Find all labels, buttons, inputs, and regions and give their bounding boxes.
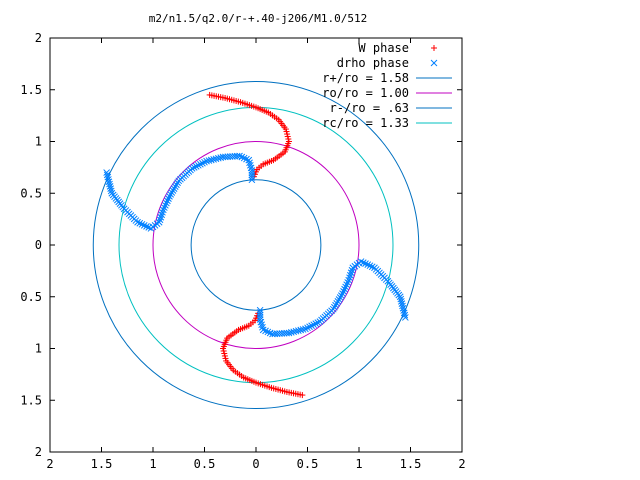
data-point-1-3-3 bbox=[140, 221, 148, 229]
x-tick-label: 0.5 bbox=[297, 457, 319, 471]
data-point-1-7-6 bbox=[173, 181, 180, 189]
data-point-1-6-4 bbox=[164, 197, 171, 205]
data-point-1-25-6 bbox=[304, 324, 311, 332]
data-point-1-22-4 bbox=[341, 285, 348, 293]
y-tick-label: 0.5 bbox=[20, 186, 42, 200]
legend-swatch-1 bbox=[430, 59, 438, 67]
legend-swatch-0 bbox=[431, 45, 437, 51]
data-point-1-23-1 bbox=[338, 292, 345, 299]
x-tick-label: 1.5 bbox=[400, 457, 422, 471]
data-point-1-7 bbox=[166, 193, 173, 200]
data-point-1-9-6 bbox=[201, 158, 208, 166]
data-point-1-22-5 bbox=[340, 288, 347, 295]
data-point-1-19-1 bbox=[368, 263, 376, 271]
data-point-1-9-1 bbox=[190, 164, 198, 171]
data-point-1-6-5 bbox=[165, 195, 172, 202]
y-tick-label: 1 bbox=[35, 342, 42, 356]
data-point-1-31 bbox=[256, 306, 264, 314]
data-point-1-9-5 bbox=[199, 159, 206, 167]
data-points bbox=[103, 91, 409, 399]
data-point-1-25-3 bbox=[310, 321, 318, 329]
data-point-1-19 bbox=[371, 264, 378, 272]
data-point-1-6-2 bbox=[162, 201, 169, 209]
data-point-1-3-1 bbox=[136, 219, 144, 227]
x-tick-label: 1.5 bbox=[91, 457, 113, 471]
x-tick-label: 2 bbox=[458, 457, 465, 471]
data-point-1-7-5 bbox=[171, 183, 179, 191]
data-point-1-22-1 bbox=[344, 279, 352, 286]
y-axis-ticks: 2 1.5 1 0.5 0 0.5 1 1.5 2 bbox=[20, 31, 462, 459]
data-point-1-19-3 bbox=[364, 261, 372, 269]
data-point-1-22-3 bbox=[342, 283, 349, 291]
data-point-1-19-2 bbox=[366, 262, 374, 270]
data-point-1-9-4 bbox=[197, 160, 204, 168]
x-tick-label: 2 bbox=[46, 457, 53, 471]
y-tick-label: 1.5 bbox=[20, 83, 42, 97]
data-point-1-23-5 bbox=[333, 299, 341, 307]
data-point-1-25-2 bbox=[312, 320, 320, 328]
x-axis-ticks: 2 1.5 1 0.5 0 0.5 1 1.5 2 bbox=[46, 38, 466, 471]
data-point-1-25-5 bbox=[306, 323, 313, 331]
data-point-1-22-2 bbox=[343, 281, 350, 289]
y-tick-label: 1 bbox=[35, 135, 42, 149]
y-tick-label: 2 bbox=[35, 31, 42, 45]
data-point-1-6-1 bbox=[160, 204, 168, 211]
radius-circles bbox=[92, 80, 420, 410]
legend-label-4: r-/ro = .63 bbox=[330, 101, 409, 115]
data-point-1-23-4 bbox=[334, 298, 342, 305]
radius-circle-3 bbox=[118, 106, 394, 384]
legend-label-2: r+/ro = 1.58 bbox=[322, 71, 409, 85]
data-point-1-23 bbox=[339, 290, 346, 297]
y-tick-label: 0.5 bbox=[20, 290, 42, 304]
data-point-1-23-6 bbox=[332, 301, 339, 309]
data-point-1-7-1 bbox=[167, 191, 174, 198]
x-tick-label: 0.5 bbox=[194, 457, 216, 471]
legend-label-0: W phase bbox=[358, 41, 409, 55]
x-tick-label: 1 bbox=[149, 457, 156, 471]
data-point-1-30-3 bbox=[256, 309, 264, 316]
data-point-1-14-3 bbox=[248, 174, 256, 181]
x-tick-label: 1 bbox=[355, 457, 362, 471]
radius-circle-1 bbox=[152, 141, 360, 349]
radius-circle-0 bbox=[92, 80, 420, 410]
legend-label-5: rc/ro = 1.33 bbox=[322, 116, 409, 130]
data-point-1-6-3 bbox=[163, 199, 170, 207]
y-tick-label: 1.5 bbox=[20, 393, 42, 407]
data-point-1-22 bbox=[345, 276, 353, 284]
y-tick-label: 2 bbox=[35, 445, 42, 459]
data-point-1-19-4 bbox=[362, 260, 369, 267]
data-point-1-25 bbox=[316, 318, 324, 325]
data-point-1-25-4 bbox=[308, 322, 315, 330]
radius-circle-2 bbox=[190, 179, 322, 311]
data-point-1-15 bbox=[248, 176, 256, 184]
legend-label-3: ro/ro = 1.00 bbox=[322, 86, 409, 100]
data-point-1-0-8 bbox=[107, 187, 115, 195]
data-point-1-9-2 bbox=[192, 162, 200, 170]
data-point-1-6 bbox=[159, 206, 167, 214]
x-tick-label: 0 bbox=[252, 457, 259, 471]
data-point-1-25-1 bbox=[314, 319, 322, 326]
data-point-1-7-3 bbox=[169, 187, 177, 194]
data-point-1-23-3 bbox=[335, 296, 343, 303]
data-point-1-3 bbox=[134, 218, 141, 226]
data-point-1-3-4 bbox=[143, 223, 150, 230]
data-point-1-7-4 bbox=[170, 185, 178, 192]
data-point-1-3-2 bbox=[138, 220, 146, 228]
data-point-1-16-8 bbox=[397, 295, 405, 303]
data-point-1-23-2 bbox=[336, 294, 344, 301]
data-point-1-7-2 bbox=[168, 189, 176, 196]
data-point-1-9-3 bbox=[194, 161, 202, 169]
data-point-1-9 bbox=[188, 165, 196, 172]
y-tick-label: 0 bbox=[35, 238, 42, 252]
chart-title: m2/n1.5/q2.0/r-+.40-j206/M1.0/512 bbox=[149, 12, 368, 25]
legend-label-1: drho phase bbox=[337, 56, 409, 70]
